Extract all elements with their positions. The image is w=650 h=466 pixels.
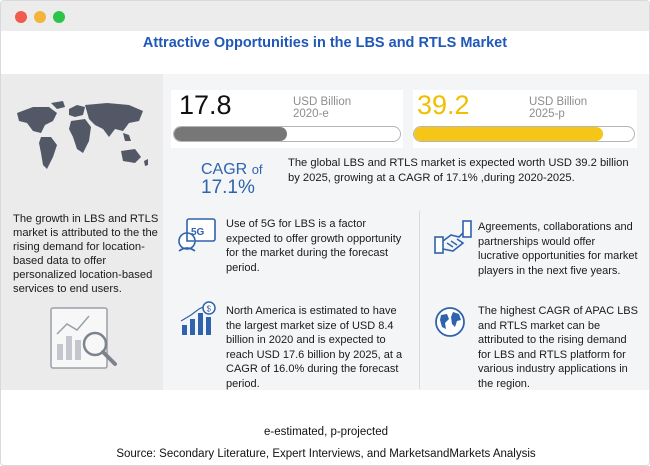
column-divider [419, 211, 420, 389]
partnership-handshake-icon [434, 220, 472, 254]
market-size-2020-year: 2020-e [293, 108, 329, 120]
insight-partnerships-text: Agreements, collaborations and partnersh… [478, 221, 638, 277]
market-size-2025-unit: USD Billion [529, 96, 588, 108]
cagr-callout: CAGR of 17.1% [201, 161, 263, 199]
cagr-value: 17.1% [201, 177, 255, 198]
market-size-2020-bar-fill [174, 127, 287, 141]
source-note: Source: Secondary Literature, Expert Int… [116, 448, 536, 460]
estimate-legend-note: e-estimated, p-projected [263, 426, 388, 438]
globe-icon [435, 307, 465, 337]
svg-text:$: $ [207, 305, 212, 314]
cagr-of-label: of [251, 162, 263, 177]
left-summary-box: The growth in LBS and RTLS market is att… [1, 74, 163, 390]
market-size-2025-value: 39.2 [417, 90, 470, 120]
market-size-2020-bar [173, 126, 401, 142]
market-summary-text: The global LBS and RTLS market is expect… [288, 157, 629, 184]
analytics-report-icon [50, 307, 117, 369]
insight-5g-text: Use of 5G for LBS is a factor expected t… [226, 218, 402, 274]
close-window-button[interactable] [15, 11, 27, 23]
infographic-title: Attractive Opportunities in the LBS and … [142, 35, 508, 51]
world-map-icon [17, 101, 148, 169]
insight-north-america-text: North America is estimated to have the l… [226, 305, 403, 390]
market-size-2025-bar-fill [414, 127, 604, 141]
market-size-2020-value: 17.8 [179, 90, 232, 120]
market-size-2025-year: 2025-p [529, 108, 565, 120]
5g-technology-icon: 5G [178, 218, 216, 252]
insight-apac-text: The highest CAGR of APAC LBS and RTLS ma… [478, 305, 638, 390]
window-titlebar [1, 1, 649, 31]
market-size-2025-bar [413, 126, 635, 142]
maximize-window-button[interactable] [53, 11, 65, 23]
market-size-2020-unit: USD Billion [293, 96, 352, 108]
market-growth-chart-icon: $ [180, 301, 216, 335]
infographic-panel: The growth in LBS and RTLS market is att… [1, 74, 649, 390]
growth-driver-text: The growth in LBS and RTLS market is att… [13, 213, 159, 295]
cagr-label: CAGR [201, 161, 248, 178]
market-size-2025-card: 39.2 USD Billion 2025-p [413, 90, 637, 148]
minimize-window-button[interactable] [34, 11, 46, 23]
svg-text:5G: 5G [191, 227, 205, 238]
market-size-2020-card: 17.8 USD Billion 2020-e [171, 90, 403, 148]
